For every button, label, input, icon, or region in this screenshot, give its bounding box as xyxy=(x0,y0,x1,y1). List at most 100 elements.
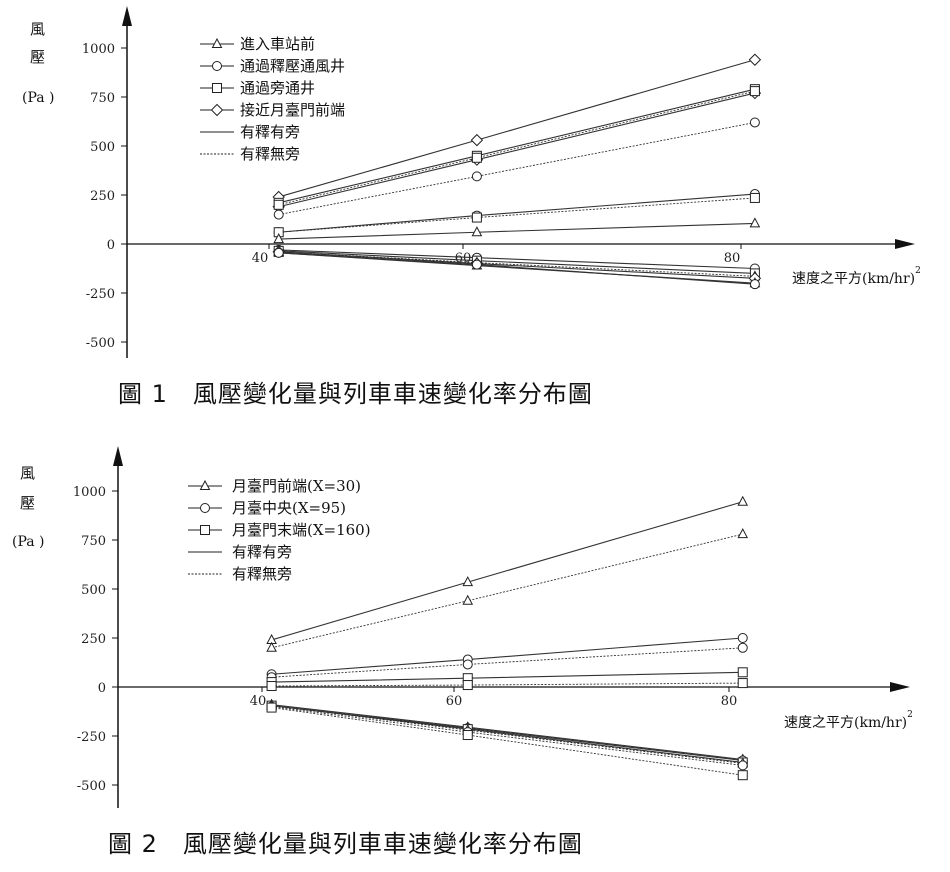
series-line xyxy=(278,197,755,233)
data-point xyxy=(471,152,482,163)
series-line xyxy=(271,671,743,683)
series-line xyxy=(278,90,756,206)
y-tick-label: 0 xyxy=(98,681,106,696)
data-point xyxy=(273,209,284,220)
legend-entry: 有釋無旁 xyxy=(240,145,300,163)
data-point xyxy=(737,760,748,771)
y-axis-arrow xyxy=(122,6,132,26)
data-point xyxy=(462,576,474,587)
x-axis-arrow xyxy=(890,682,910,692)
series-line xyxy=(278,250,755,274)
series-line xyxy=(278,122,755,216)
y-tick-label: 750 xyxy=(90,91,115,106)
series-line xyxy=(278,92,756,208)
data-point xyxy=(462,594,474,605)
y-tick-label: 250 xyxy=(81,632,106,647)
series-line xyxy=(271,706,743,766)
data-point xyxy=(749,86,760,97)
legend-entry: 月臺中央(X=95) xyxy=(232,499,346,517)
data-point xyxy=(273,247,284,258)
data-point xyxy=(471,259,482,270)
series-line xyxy=(278,59,756,198)
series-line xyxy=(271,637,743,675)
x-tick-label: 80 xyxy=(724,251,741,266)
legend-entry: 有釋無旁 xyxy=(232,565,292,583)
legend-entry: 有釋有旁 xyxy=(232,543,292,561)
data-point xyxy=(471,171,482,182)
legend-entry: 通過旁通井 xyxy=(240,79,315,97)
data-point xyxy=(749,217,761,228)
x-tick-label: 40 xyxy=(250,694,267,709)
legend-entry: 通過釋壓通風井 xyxy=(240,57,345,75)
legend-marker xyxy=(199,479,211,490)
x-tick-label: 60 xyxy=(446,694,463,709)
data-point xyxy=(737,667,748,678)
y-tick-label: -250 xyxy=(77,730,106,745)
y-tick-label: 750 xyxy=(81,534,106,549)
legend-entry: 進入車站前 xyxy=(240,35,315,53)
data-point xyxy=(462,659,473,670)
data-point xyxy=(749,192,760,203)
x-axis-arrow xyxy=(895,239,915,249)
legend-marker xyxy=(200,503,210,513)
series-line xyxy=(271,647,743,678)
x-axis-label: 速度之平方(km/hr)2 xyxy=(784,710,913,731)
chart-2-title: 圖 2 風壓變化量與列車車速變化率分布圖 xyxy=(108,830,583,858)
y-tick-label: -500 xyxy=(86,336,115,351)
y-tick-label: 250 xyxy=(90,189,115,204)
legend-marker xyxy=(200,525,210,535)
legend-entry: 接近月臺門前端 xyxy=(240,101,345,119)
y-tick-label: 500 xyxy=(81,583,106,598)
data-point xyxy=(749,279,760,290)
data-point xyxy=(737,633,748,643)
series-line xyxy=(271,704,743,761)
data-point xyxy=(737,678,748,689)
series-line xyxy=(271,533,743,649)
y-axis-label-line1: 風 xyxy=(30,20,46,38)
data-point xyxy=(737,495,749,506)
series-line xyxy=(271,705,743,764)
series-line xyxy=(278,88,756,204)
y-tick-label: 500 xyxy=(90,140,115,155)
data-point xyxy=(748,53,762,66)
y-tick-label: -500 xyxy=(77,779,106,794)
y-axis-arrow xyxy=(113,446,123,466)
y-tick-label: -250 xyxy=(86,287,115,302)
data-point xyxy=(470,133,484,147)
chart-1: 1000 750 500 250 0 -250 -500 40 60 80 進入車站前 通過釋壓通風井… xyxy=(0,0,950,418)
chart-2-plot: 1000 750 500 250 0 -250 -500 40 60 80 月臺門前端(X=30) 月… xyxy=(73,446,910,808)
x-tick-label: 40 xyxy=(252,251,269,266)
data-point xyxy=(471,226,483,237)
legend-marker xyxy=(212,61,222,71)
data-point xyxy=(737,770,748,781)
data-point xyxy=(749,117,760,128)
y-axis-unit: (Pa ) xyxy=(12,534,45,550)
legend-entry: 有釋有旁 xyxy=(240,123,300,141)
y-axis-unit: (Pa ) xyxy=(22,90,55,106)
y-axis-label-line2: 壓 xyxy=(30,48,46,66)
chart-2: 1000 750 500 250 0 -250 -500 40 60 80 月臺門前端(X=30) 月… xyxy=(0,438,950,872)
data-point xyxy=(462,680,473,691)
y-axis-label-line2: 壓 xyxy=(20,494,36,512)
data-point xyxy=(737,528,749,539)
data-point xyxy=(737,642,748,653)
data-point xyxy=(462,730,473,741)
y-axis-label-line1: 風 xyxy=(20,464,36,482)
series-line xyxy=(271,682,743,687)
legend-marker xyxy=(211,37,223,48)
data-point xyxy=(273,233,285,244)
chart-1-title: 圖 1 風壓變化量與列車車速變化率分布圖 xyxy=(118,380,593,408)
x-axis-label: 速度之平方(km/hr)2 xyxy=(792,266,921,287)
data-point xyxy=(471,212,482,223)
y-tick-label: 1000 xyxy=(73,485,106,500)
legend-marker xyxy=(212,83,222,93)
series-line xyxy=(278,251,755,279)
data-point xyxy=(273,199,284,210)
data-point xyxy=(266,681,277,692)
data-point xyxy=(266,641,277,652)
y-tick-label: 0 xyxy=(107,238,115,253)
x-tick-label: 80 xyxy=(721,694,738,709)
legend-marker xyxy=(210,103,224,117)
data-point xyxy=(266,702,277,713)
